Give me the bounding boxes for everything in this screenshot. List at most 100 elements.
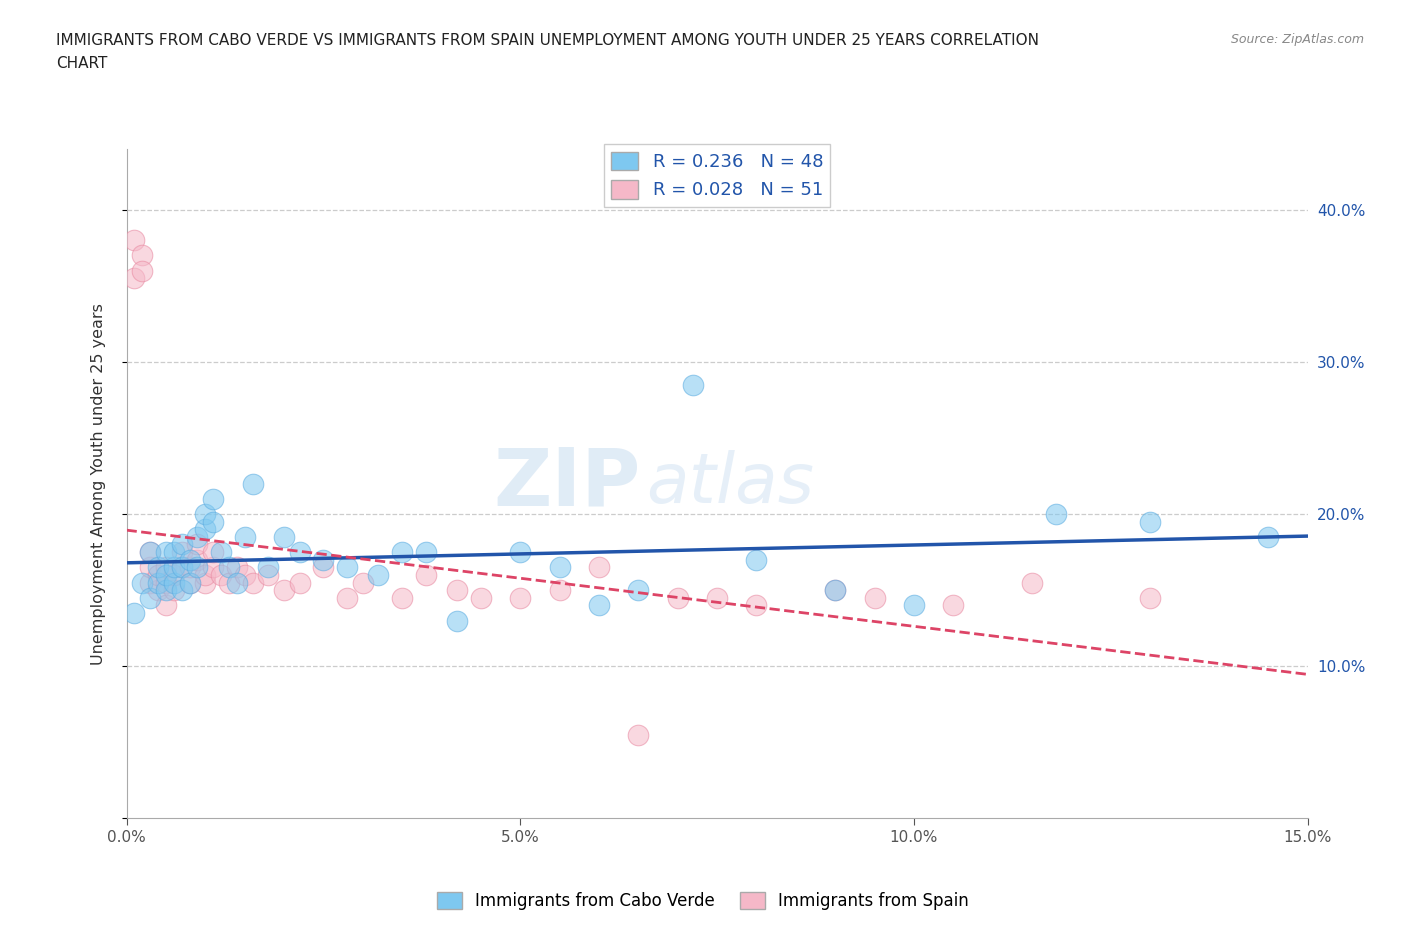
Point — [202, 560, 225, 575]
Point — [218, 560, 240, 575]
Point — [288, 575, 311, 590]
Point — [1139, 514, 1161, 529]
Point — [588, 598, 610, 613]
Text: CHART: CHART — [56, 56, 108, 71]
Y-axis label: Unemployment Among Youth under 25 years: Unemployment Among Youth under 25 years — [91, 302, 105, 665]
Point — [186, 560, 208, 575]
Point — [155, 583, 177, 598]
Point — [170, 560, 193, 575]
Point — [139, 545, 162, 560]
Point — [242, 575, 264, 590]
Point — [548, 560, 571, 575]
Point — [131, 575, 153, 590]
Point — [745, 598, 768, 613]
Point — [194, 567, 217, 582]
Point — [706, 591, 728, 605]
Point — [367, 567, 389, 582]
Point — [186, 537, 208, 551]
Point — [170, 560, 193, 575]
Point — [139, 591, 162, 605]
Point — [131, 248, 153, 263]
Point — [336, 560, 359, 575]
Point — [163, 583, 186, 598]
Point — [666, 591, 689, 605]
Point — [163, 545, 186, 560]
Point — [155, 567, 177, 582]
Point — [186, 552, 208, 567]
Point — [415, 567, 437, 582]
Point — [1045, 507, 1067, 522]
Point — [163, 567, 186, 582]
Point — [170, 537, 193, 551]
Legend: Immigrants from Cabo Verde, Immigrants from Spain: Immigrants from Cabo Verde, Immigrants f… — [430, 885, 976, 917]
Point — [155, 575, 177, 590]
Point — [745, 552, 768, 567]
Point — [163, 560, 186, 575]
Point — [509, 591, 531, 605]
Point — [942, 598, 965, 613]
Point — [824, 583, 846, 598]
Point — [627, 727, 650, 742]
Point — [233, 529, 256, 544]
Point — [446, 613, 468, 628]
Point — [863, 591, 886, 605]
Point — [202, 545, 225, 560]
Point — [139, 560, 162, 575]
Point — [194, 507, 217, 522]
Point — [139, 575, 162, 590]
Point — [179, 575, 201, 590]
Point — [312, 560, 335, 575]
Point — [209, 567, 232, 582]
Point — [218, 575, 240, 590]
Point — [1139, 591, 1161, 605]
Legend: R = 0.236   N = 48, R = 0.028   N = 51: R = 0.236 N = 48, R = 0.028 N = 51 — [603, 144, 831, 206]
Point — [257, 560, 280, 575]
Point — [179, 575, 201, 590]
Point — [146, 583, 169, 598]
Point — [273, 529, 295, 544]
Point — [225, 560, 247, 575]
Point — [233, 567, 256, 582]
Point — [124, 232, 146, 247]
Point — [903, 598, 925, 613]
Text: IMMIGRANTS FROM CABO VERDE VS IMMIGRANTS FROM SPAIN UNEMPLOYMENT AMONG YOUTH UND: IMMIGRANTS FROM CABO VERDE VS IMMIGRANTS… — [56, 33, 1039, 47]
Point — [170, 583, 193, 598]
Point — [391, 591, 413, 605]
Point — [155, 560, 177, 575]
Text: Source: ZipAtlas.com: Source: ZipAtlas.com — [1230, 33, 1364, 46]
Point — [824, 583, 846, 598]
Point — [470, 591, 492, 605]
Point — [273, 583, 295, 598]
Point — [155, 598, 177, 613]
Text: ZIP: ZIP — [494, 445, 640, 523]
Point — [288, 545, 311, 560]
Point — [146, 575, 169, 590]
Point — [186, 529, 208, 544]
Point — [146, 567, 169, 582]
Point — [257, 567, 280, 582]
Point — [682, 378, 704, 392]
Point — [202, 491, 225, 506]
Text: atlas: atlas — [647, 450, 814, 517]
Point — [336, 591, 359, 605]
Point — [1257, 529, 1279, 544]
Point — [391, 545, 413, 560]
Point — [548, 583, 571, 598]
Point — [446, 583, 468, 598]
Point — [163, 575, 186, 590]
Point — [194, 522, 217, 537]
Point — [179, 552, 201, 567]
Point — [131, 263, 153, 278]
Point — [202, 514, 225, 529]
Point — [225, 575, 247, 590]
Point — [209, 545, 232, 560]
Point — [627, 583, 650, 598]
Point — [588, 560, 610, 575]
Point — [352, 575, 374, 590]
Point — [155, 545, 177, 560]
Point — [509, 545, 531, 560]
Point — [146, 560, 169, 575]
Point — [242, 476, 264, 491]
Point — [124, 271, 146, 286]
Point — [312, 552, 335, 567]
